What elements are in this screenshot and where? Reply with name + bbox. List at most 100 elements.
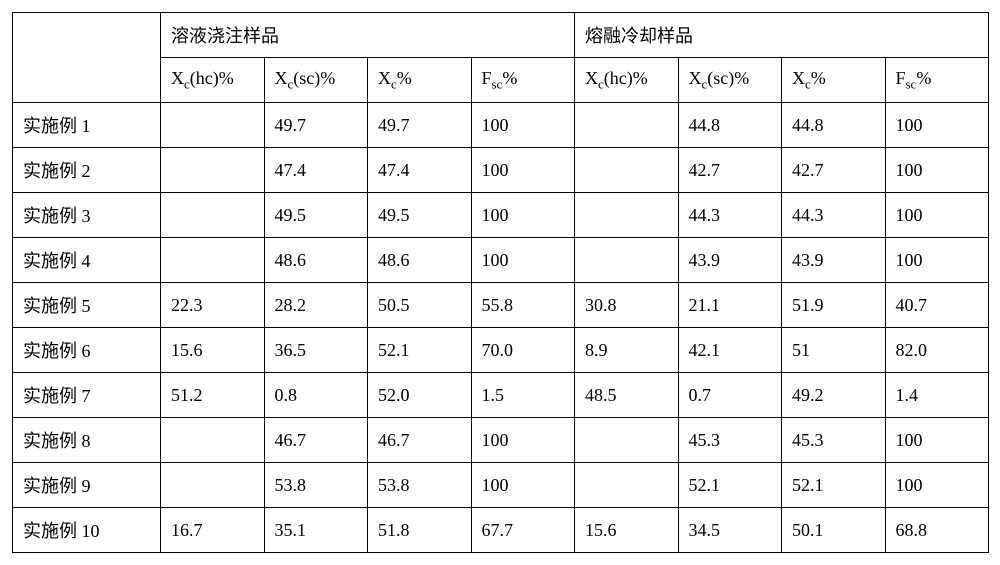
a-xc-hc: 22.3 xyxy=(161,283,265,328)
b-xc: 51 xyxy=(782,328,886,373)
a-xc-sc: 28.2 xyxy=(264,283,368,328)
table-row: 实施例 149.749.710044.844.8100 xyxy=(13,103,989,148)
b-xc: 51.9 xyxy=(782,283,886,328)
a-fsc: 1.5 xyxy=(471,373,575,418)
b-xc: 43.9 xyxy=(782,238,886,283)
b-xc-hc: 30.8 xyxy=(575,283,679,328)
b-fsc: 100 xyxy=(885,463,989,508)
b-fsc: 100 xyxy=(885,193,989,238)
a-xc: 51.8 xyxy=(368,508,472,553)
a-xc-hc xyxy=(161,463,265,508)
group-a-header: 溶液浇注样品 xyxy=(161,13,575,58)
row-label: 实施例 6 xyxy=(13,328,161,373)
table-body: 实施例 149.749.710044.844.8100实施例 247.447.4… xyxy=(13,103,989,553)
row-label: 实施例 5 xyxy=(13,283,161,328)
b-xc: 45.3 xyxy=(782,418,886,463)
col-b-xc: Xc% xyxy=(782,58,886,103)
b-xc-hc: 48.5 xyxy=(575,373,679,418)
b-fsc: 100 xyxy=(885,238,989,283)
a-xc-hc: 16.7 xyxy=(161,508,265,553)
row-label: 实施例 7 xyxy=(13,373,161,418)
corner-cell xyxy=(13,13,161,103)
a-xc-sc: 35.1 xyxy=(264,508,368,553)
b-xc-hc: 15.6 xyxy=(575,508,679,553)
a-xc: 52.0 xyxy=(368,373,472,418)
col-a-xc-hc: Xc(hc)% xyxy=(161,58,265,103)
b-xc-sc: 34.5 xyxy=(678,508,782,553)
col-b-xc-hc: Xc(hc)% xyxy=(575,58,679,103)
b-fsc: 40.7 xyxy=(885,283,989,328)
b-xc-sc: 52.1 xyxy=(678,463,782,508)
b-xc-sc: 21.1 xyxy=(678,283,782,328)
a-fsc: 70.0 xyxy=(471,328,575,373)
row-label: 实施例 9 xyxy=(13,463,161,508)
group-b-header: 熔融冷却样品 xyxy=(575,13,989,58)
table-row: 实施例 751.20.852.01.548.50.749.21.4 xyxy=(13,373,989,418)
a-xc-sc: 36.5 xyxy=(264,328,368,373)
b-fsc: 1.4 xyxy=(885,373,989,418)
b-xc: 50.1 xyxy=(782,508,886,553)
table-row: 实施例 448.648.610043.943.9100 xyxy=(13,238,989,283)
a-xc-sc: 49.5 xyxy=(264,193,368,238)
a-fsc: 67.7 xyxy=(471,508,575,553)
group-header-row: 溶液浇注样品 熔融冷却样品 xyxy=(13,13,989,58)
a-xc: 47.4 xyxy=(368,148,472,193)
a-fsc: 100 xyxy=(471,238,575,283)
col-b-fsc: Fsc% xyxy=(885,58,989,103)
a-xc-hc xyxy=(161,148,265,193)
table-row: 实施例 247.447.410042.742.7100 xyxy=(13,148,989,193)
b-xc: 42.7 xyxy=(782,148,886,193)
b-fsc: 100 xyxy=(885,148,989,193)
col-a-xc-sc: Xc(sc)% xyxy=(264,58,368,103)
a-xc-hc: 51.2 xyxy=(161,373,265,418)
b-xc-sc: 43.9 xyxy=(678,238,782,283)
a-xc-hc xyxy=(161,418,265,463)
a-xc-hc xyxy=(161,103,265,148)
a-xc-sc: 53.8 xyxy=(264,463,368,508)
b-xc-sc: 44.3 xyxy=(678,193,782,238)
col-b-xc-sc: Xc(sc)% xyxy=(678,58,782,103)
b-fsc: 68.8 xyxy=(885,508,989,553)
b-xc-hc xyxy=(575,238,679,283)
b-xc-hc xyxy=(575,103,679,148)
row-label: 实施例 3 xyxy=(13,193,161,238)
b-xc-sc: 42.7 xyxy=(678,148,782,193)
b-fsc: 100 xyxy=(885,103,989,148)
b-xc-hc xyxy=(575,193,679,238)
b-xc-sc: 0.7 xyxy=(678,373,782,418)
row-label: 实施例 8 xyxy=(13,418,161,463)
b-xc-hc: 8.9 xyxy=(575,328,679,373)
table-row: 实施例 522.328.250.555.830.821.151.940.7 xyxy=(13,283,989,328)
a-xc: 52.1 xyxy=(368,328,472,373)
col-a-fsc: Fsc% xyxy=(471,58,575,103)
a-xc-hc: 15.6 xyxy=(161,328,265,373)
a-xc-hc xyxy=(161,238,265,283)
a-fsc: 100 xyxy=(471,463,575,508)
a-fsc: 100 xyxy=(471,193,575,238)
a-xc-sc: 46.7 xyxy=(264,418,368,463)
b-xc-sc: 45.3 xyxy=(678,418,782,463)
b-xc-sc: 42.1 xyxy=(678,328,782,373)
a-xc: 49.7 xyxy=(368,103,472,148)
b-xc-hc xyxy=(575,148,679,193)
row-label: 实施例 4 xyxy=(13,238,161,283)
a-fsc: 55.8 xyxy=(471,283,575,328)
a-xc: 50.5 xyxy=(368,283,472,328)
table-row: 实施例 953.853.810052.152.1100 xyxy=(13,463,989,508)
row-label: 实施例 2 xyxy=(13,148,161,193)
b-xc: 49.2 xyxy=(782,373,886,418)
data-table: 溶液浇注样品 熔融冷却样品 Xc(hc)% Xc(sc)% Xc% Fsc% X… xyxy=(12,12,989,553)
b-xc-hc xyxy=(575,463,679,508)
b-xc: 44.3 xyxy=(782,193,886,238)
a-xc: 46.7 xyxy=(368,418,472,463)
b-xc-sc: 44.8 xyxy=(678,103,782,148)
a-fsc: 100 xyxy=(471,418,575,463)
a-xc-hc xyxy=(161,193,265,238)
b-fsc: 100 xyxy=(885,418,989,463)
b-xc: 52.1 xyxy=(782,463,886,508)
a-fsc: 100 xyxy=(471,103,575,148)
table-row: 实施例 615.636.552.170.08.942.15182.0 xyxy=(13,328,989,373)
a-xc-sc: 47.4 xyxy=(264,148,368,193)
a-fsc: 100 xyxy=(471,148,575,193)
b-fsc: 82.0 xyxy=(885,328,989,373)
